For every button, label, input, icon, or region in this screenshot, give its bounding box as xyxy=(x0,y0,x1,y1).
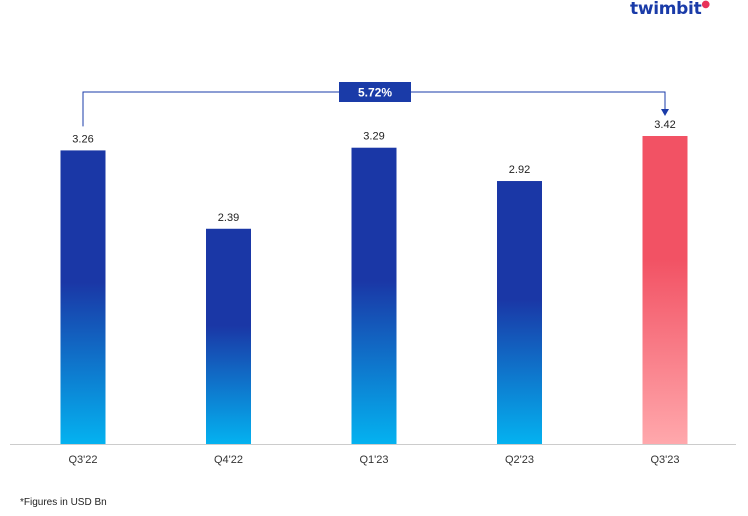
x-tick-label: Q1'23 xyxy=(359,454,388,466)
bar-q123 xyxy=(351,147,397,445)
data-label: 3.42 xyxy=(654,119,675,131)
arrow-down-icon xyxy=(661,109,669,116)
twimbit-logo: twimbit● xyxy=(630,0,710,19)
bars-group xyxy=(60,136,688,445)
x-tick-label: Q2'23 xyxy=(505,454,534,466)
x-tick-label: Q3'23 xyxy=(650,454,679,466)
footnote: *Figures in USD Bn xyxy=(20,497,107,508)
data-label: 2.39 xyxy=(218,212,239,224)
logo-text: twimbit xyxy=(630,0,702,19)
data-label: 2.92 xyxy=(509,164,530,176)
bar-q422 xyxy=(206,228,251,444)
annotation-label: 5.72% xyxy=(358,86,392,100)
x-tick-labels-group: Q3'22 Q4'22 Q1'23 Q2'23 Q3'23 xyxy=(68,454,679,466)
logo-dot-icon: ● xyxy=(701,0,710,10)
bar-q223 xyxy=(497,181,542,444)
x-tick-label: Q3'22 xyxy=(68,454,97,466)
annotation-badge xyxy=(339,82,411,102)
growth-annotation: 5.72% xyxy=(82,82,669,127)
bar-q322 xyxy=(60,150,106,444)
data-label: 3.26 xyxy=(72,133,93,145)
data-label: 3.29 xyxy=(363,131,384,143)
bar-q323 xyxy=(642,136,688,444)
x-tick-label: Q4'22 xyxy=(214,454,243,466)
data-labels-group: 3.26 2.39 3.29 2.92 3.42 xyxy=(72,119,675,224)
